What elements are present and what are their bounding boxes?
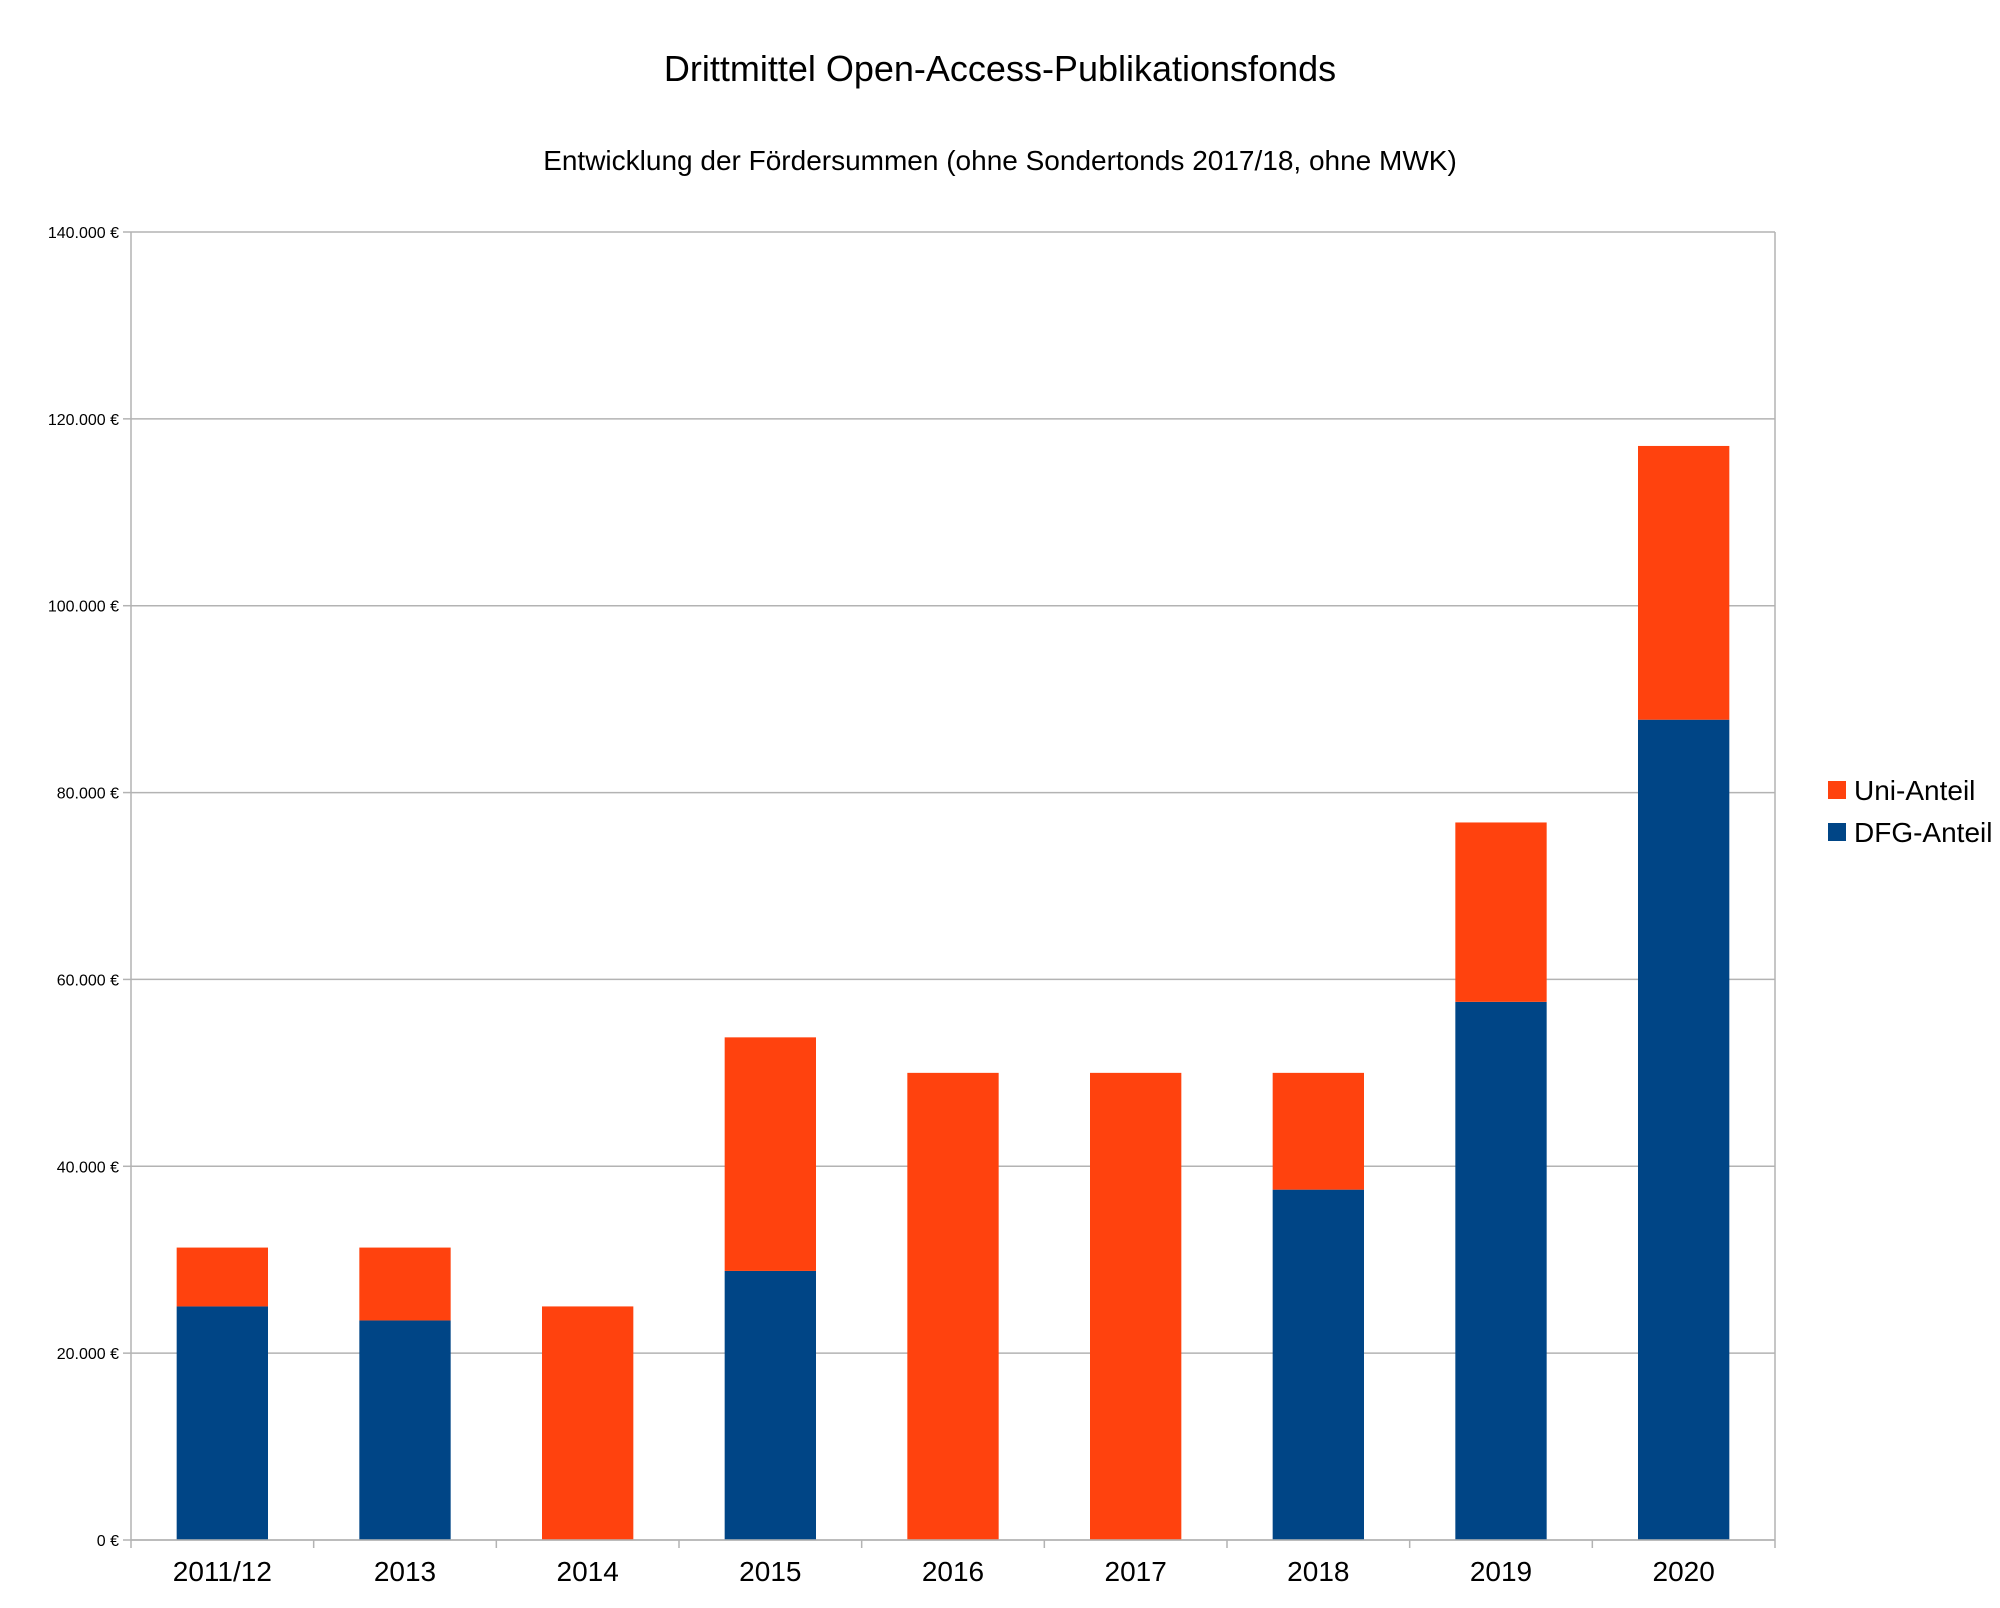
bar-uni-anteil [359,1247,451,1321]
bar-dfg-anteil [359,1320,451,1540]
y-tick-label: 60.000 € [57,972,119,989]
chart-subtitle: Entwicklung der Fördersummen (ohne Sonde… [543,145,1457,176]
y-tick-label: 120.000 € [48,412,119,429]
x-tick-label: 2019 [1470,1556,1532,1587]
legend-label: Uni-Anteil [1854,775,1975,806]
x-tick-label: 2013 [374,1556,436,1587]
legend-swatch [1828,781,1846,799]
x-tick-label: 2017 [1105,1556,1167,1587]
bar-dfg-anteil [724,1270,816,1540]
bar-uni-anteil [542,1306,634,1540]
x-tick-label: 2011/12 [173,1556,272,1587]
bar-uni-anteil [1455,822,1547,1002]
legend-label: DFG-Anteil [1854,817,1992,848]
y-tick-label: 40.000 € [57,1159,119,1176]
chart-title: Drittmittel Open-Access-Publikationsfond… [663,48,1337,89]
x-tick-label: 2015 [739,1556,801,1587]
y-tick-label: 20.000 € [57,1346,119,1363]
bar-dfg-anteil [1638,719,1730,1540]
x-tick-label: 2016 [922,1556,984,1587]
bar-dfg-anteil [1272,1189,1364,1540]
x-tick-label: 2014 [557,1556,619,1587]
bar-uni-anteil [724,1037,816,1271]
legend-swatch [1828,823,1846,841]
bar-uni-anteil [1638,445,1730,720]
bar-uni-anteil [1090,1072,1182,1540]
bar-dfg-anteil [1455,1001,1547,1540]
x-tick-label: 2018 [1287,1556,1349,1587]
bar-uni-anteil [907,1072,999,1540]
y-tick-label: 0 € [97,1533,119,1550]
bar-uni-anteil [1272,1072,1364,1190]
axes [123,231,1776,1548]
y-tick-label: 80.000 € [57,786,119,803]
bar-uni-anteil [176,1247,268,1307]
y-tick-label: 100.000 € [48,599,119,616]
y-tick-label: 140.000 € [48,225,119,242]
tick-labels: 0 € 20.000 € 40.000 € 60.000 € 80.000 € 100.0… [48,225,1715,1587]
x-tick-label: 2020 [1653,1556,1715,1587]
bar-dfg-anteil [176,1306,268,1540]
bars [176,445,1730,1540]
legend: Uni-Anteil DFG-Anteil [1828,775,1992,848]
